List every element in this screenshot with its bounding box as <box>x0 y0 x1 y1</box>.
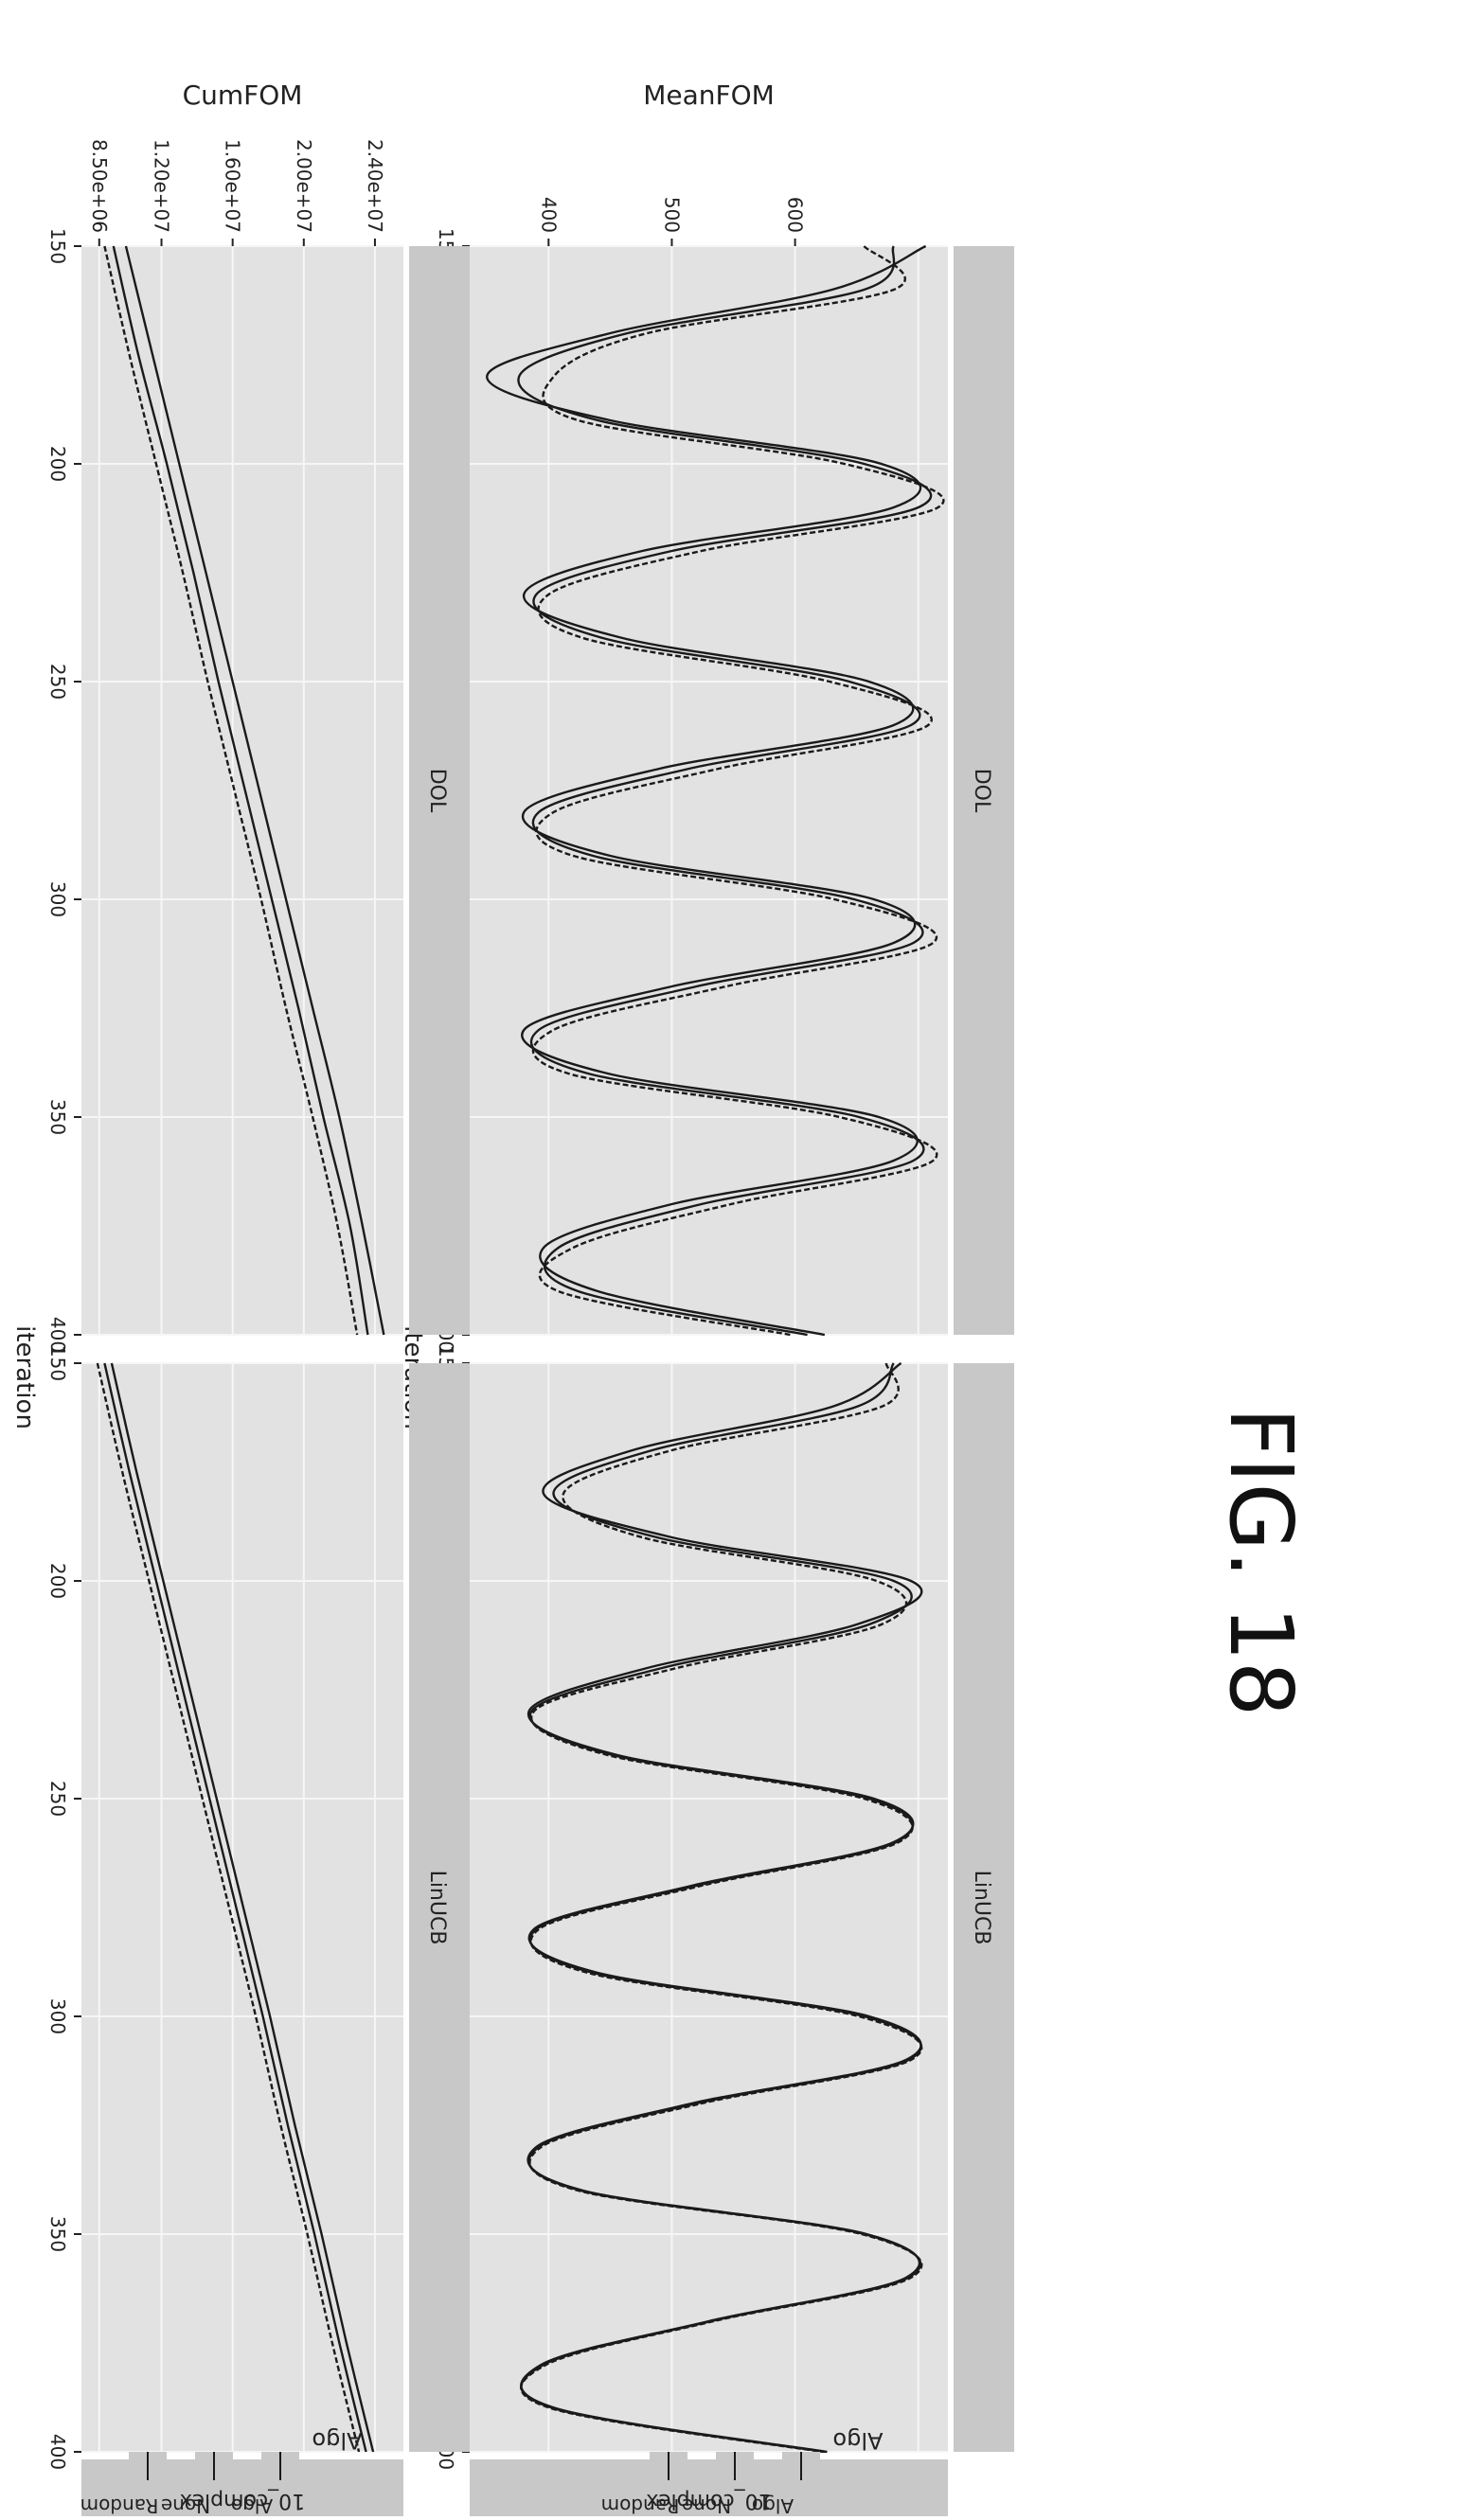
x-tick-label: 350 <box>46 1099 69 1135</box>
panel-background <box>470 246 948 1335</box>
x-tick-label: 300 <box>46 881 69 917</box>
legend-item-label: Random <box>601 2494 680 2517</box>
x-tick-label: 200 <box>46 1563 69 1599</box>
panel-strip <box>954 246 1014 1335</box>
y-axis-label: MeanFOM <box>643 80 775 111</box>
series-line-3 <box>520 1362 923 2454</box>
series-line-2 <box>112 245 369 1336</box>
legend-item-label: None <box>161 2494 210 2517</box>
legend-item-label: Algo <box>752 2494 794 2517</box>
facet-strip-label: 10_complex <box>180 2489 305 2512</box>
chart-panel-4: LinUCB 150 200 250 300 350 400 10_complex iterat… <box>10 1325 470 2516</box>
legend-title: Algo <box>832 2427 883 2454</box>
series-line-2 <box>103 1362 367 2453</box>
x-tick-label: 200 <box>46 446 69 482</box>
chart-panel-1: DOL150200250300350400400500600MeanFOM <box>435 80 1014 1353</box>
panel-strip <box>954 1363 1014 2452</box>
series-line-1 <box>486 244 927 1337</box>
series-line-1 <box>124 245 385 1336</box>
panel-strip-label: DOL <box>970 769 993 813</box>
x-tick-label: 300 <box>46 1998 69 2034</box>
series-line-3 <box>96 1362 361 2453</box>
x-tick-label: 400 <box>46 1317 69 1353</box>
x-axis-label: iteration <box>10 1325 39 1429</box>
panel-background <box>81 246 403 1335</box>
y-tick-label: 2.00e+07 <box>293 139 315 233</box>
y-tick-label: 600 <box>784 197 807 233</box>
series-line-1 <box>110 1362 375 2453</box>
series-line-3 <box>531 245 945 1337</box>
facet-strip <box>470 2459 948 2516</box>
series-line-2 <box>517 245 933 1337</box>
series-line-2 <box>520 1362 922 2454</box>
y-axis-label: CumFOM <box>183 80 303 111</box>
panel-strip-label: LinUCB <box>425 1871 449 1945</box>
series-line-3 <box>103 245 359 1336</box>
x-tick-label: 250 <box>46 664 69 700</box>
panel-strip <box>409 1363 470 2452</box>
y-tick-label: 1.60e+07 <box>222 139 244 233</box>
x-tick-label: 150 <box>46 228 69 264</box>
y-tick-label: 8.50e+06 <box>88 139 111 233</box>
chart-panel-3: DOL 150 200 250 300 350 400 8.50e+06 1.20e+07 1.6… <box>46 80 470 1353</box>
y-tick-label: 1.20e+07 <box>151 139 173 233</box>
legend-item-label: Random <box>80 2494 159 2517</box>
x-tick-label: 350 <box>46 2216 69 2252</box>
legend-item-label: Algo <box>231 2494 273 2517</box>
y-tick-label: 400 <box>537 197 560 233</box>
x-tick-label: 400 <box>46 2434 69 2470</box>
legend-title: Algo <box>312 2427 362 2454</box>
x-tick-label: 150 <box>46 1345 69 1381</box>
y-tick-label: 2.40e+07 <box>364 139 386 233</box>
panel-strip <box>409 246 470 1335</box>
chart-panel-2: LinUCB15020025030035040010_complexiterat… <box>399 1325 1014 2516</box>
facet-strip-label: 10_complex <box>646 2489 771 2512</box>
panel-strip-label: DOL <box>425 769 449 813</box>
y-tick-label: 500 <box>660 197 683 233</box>
x-tick-label: 250 <box>46 1781 69 1817</box>
legend-item-label: None <box>682 2494 731 2517</box>
panel-strip-label: LinUCB <box>970 1871 993 1945</box>
